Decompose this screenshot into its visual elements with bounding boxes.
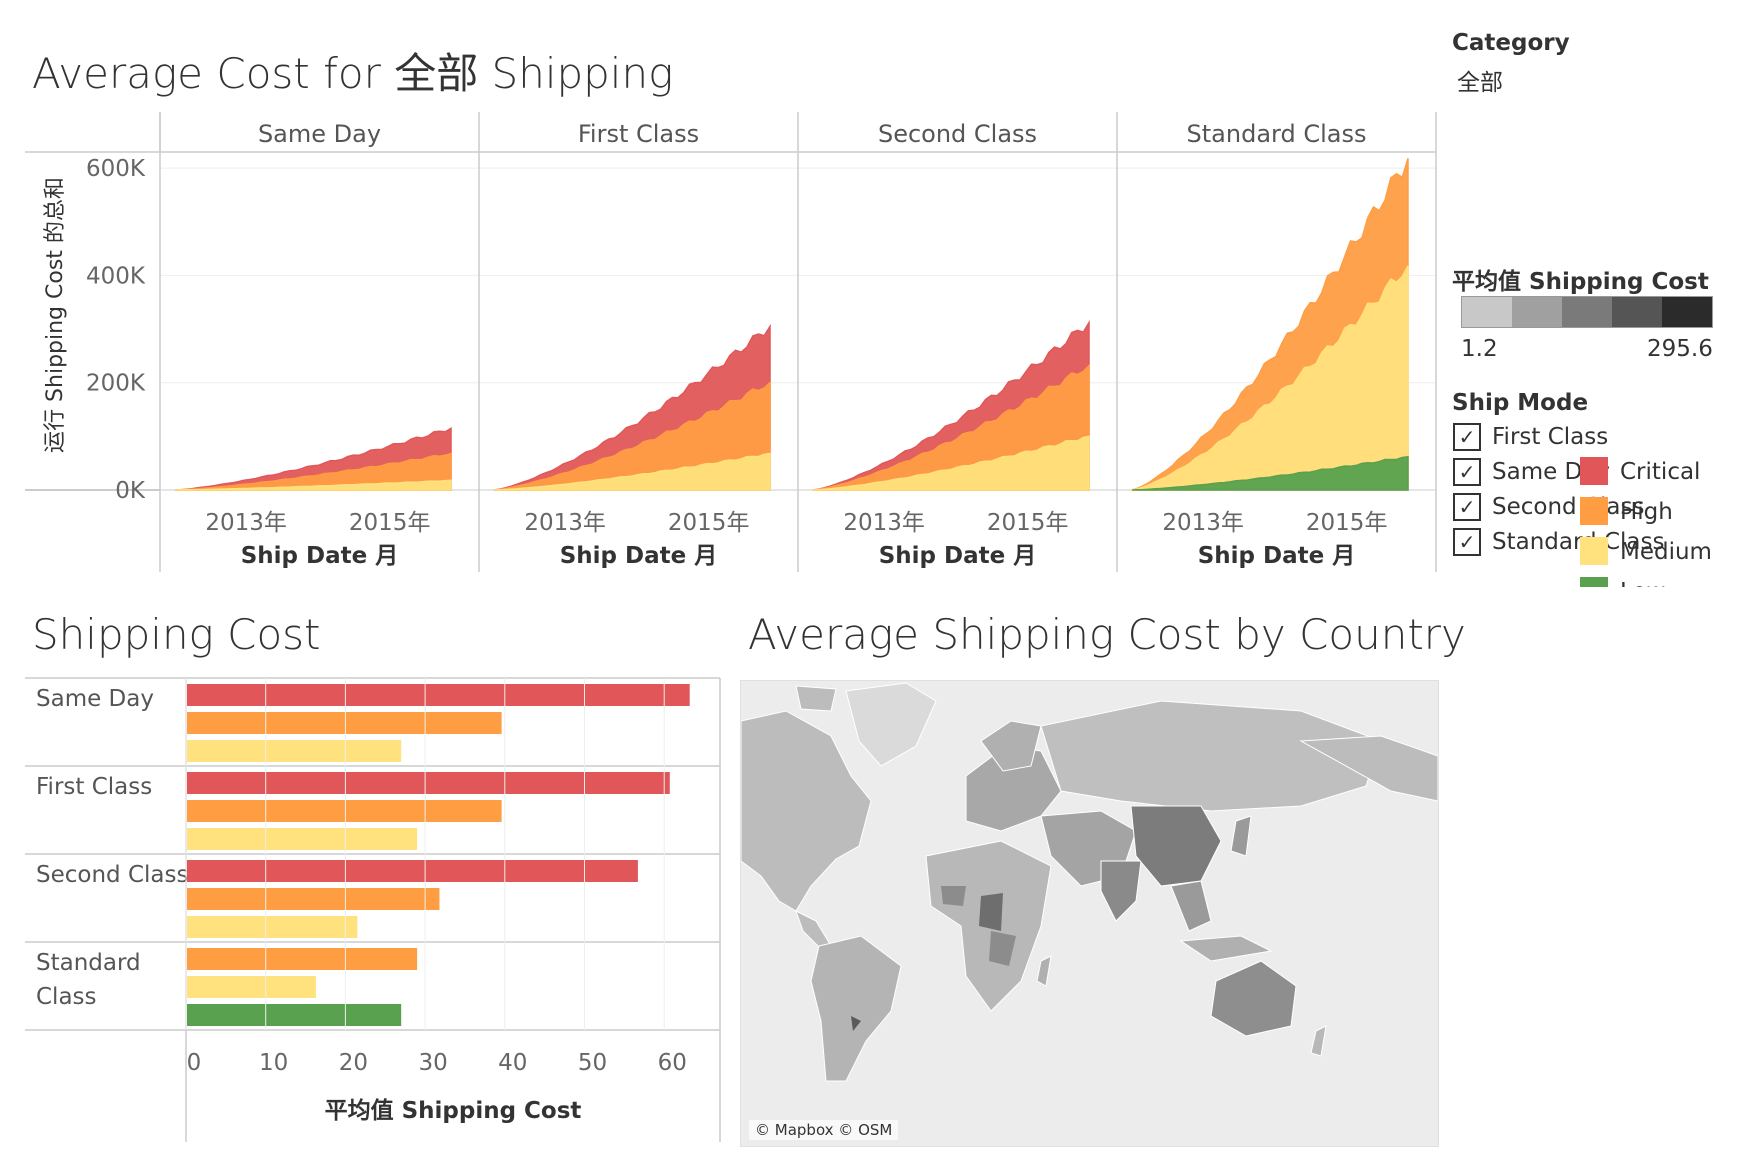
bar-x-tick-label: 20: [339, 1050, 368, 1076]
color-ramp-step: [1562, 297, 1612, 327]
bar-chart: Same Day First Class Second Class Standard C…: [25, 677, 721, 1142]
area-series-high[interactable]: [493, 381, 771, 491]
color-legend-min: 1.2: [1461, 336, 1498, 362]
color-ramp-step: [1512, 297, 1562, 327]
panel-header: First Class: [578, 120, 699, 148]
x-tick-label: 2013年: [524, 510, 606, 536]
y-axis-title: 运行 Shipping Cost 的总和: [43, 177, 68, 453]
bar-critical[interactable]: [187, 860, 638, 882]
ship-mode-checkbox-second-class[interactable]: ✓: [1453, 493, 1481, 521]
world-map-shapes: [741, 682, 1438, 1082]
bar-group-label: First Class: [36, 774, 152, 800]
bar-low[interactable]: [187, 1004, 402, 1026]
priority-legend: Critical High Medium Low: [1580, 455, 1738, 587]
x-axis-title: Ship Date 月: [1198, 543, 1356, 569]
priority-swatch-high[interactable]: [1580, 497, 1608, 525]
panel-header: Standard Class: [1187, 120, 1367, 148]
priority-label[interactable]: Medium: [1620, 539, 1712, 565]
ship-mode-checkbox-first-class[interactable]: ✓: [1453, 423, 1481, 451]
area-chart: 0K 200K 400K 600K 运行 Shipping Cost 的总和 Same D…: [25, 112, 1437, 572]
map-title: Average Shipping Cost by Country: [748, 610, 1466, 659]
color-legend-title: 平均值 Shipping Cost: [1452, 269, 1709, 295]
category-filter-value[interactable]: 全部: [1457, 70, 1503, 96]
area-series-high[interactable]: [174, 452, 452, 491]
bar-medium[interactable]: [187, 976, 316, 998]
color-ramp: [1461, 296, 1713, 328]
priority-swatch-medium[interactable]: [1580, 537, 1608, 565]
bar-high[interactable]: [187, 948, 418, 970]
color-ramp-step: [1462, 297, 1512, 327]
bar-medium[interactable]: [187, 828, 418, 850]
bar-high[interactable]: [187, 800, 502, 822]
x-tick-label: 2015年: [668, 510, 750, 536]
priority-label[interactable]: Low: [1620, 579, 1665, 587]
bar-x-axis-title: 平均值 Shipping Cost: [325, 1097, 582, 1124]
ship-mode-checkbox-same-day[interactable]: ✓: [1453, 458, 1481, 486]
bar-critical[interactable]: [187, 772, 670, 794]
panel-header: Second Class: [878, 120, 1037, 148]
bar-group-label: Class: [36, 984, 97, 1010]
category-filter-title: Category: [1452, 30, 1570, 56]
y-tick-label: 200K: [86, 371, 146, 397]
ship-mode-checkbox-standard-class[interactable]: ✓: [1453, 528, 1481, 556]
bar-group-label: Standard: [36, 950, 141, 976]
area-series-medium[interactable]: [174, 479, 452, 491]
bar-critical[interactable]: [187, 684, 690, 706]
y-tick-label: 0K: [115, 478, 146, 504]
bar-x-tick-label: 50: [578, 1050, 607, 1076]
ship-mode-label[interactable]: First Class: [1492, 424, 1609, 450]
ship-mode-label[interactable]: Second Class: [1492, 494, 1645, 520]
world-map[interactable]: © Mapbox © OSM: [740, 680, 1439, 1147]
priority-swatch-critical[interactable]: [1580, 457, 1608, 485]
x-tick-label: 2013年: [205, 510, 287, 536]
bar-high[interactable]: [187, 712, 502, 734]
priority-label[interactable]: Critical: [1620, 459, 1701, 485]
priority-swatch-low[interactable]: [1580, 577, 1608, 587]
bar-x-tick-label: 40: [498, 1050, 527, 1076]
color-ramp-step: [1612, 297, 1662, 327]
bar-medium[interactable]: [187, 916, 358, 938]
x-axis-title: Ship Date 月: [241, 543, 399, 569]
bar-x-tick-label: 30: [418, 1050, 447, 1076]
bar-x-tick-label: 10: [259, 1050, 288, 1076]
priority-label[interactable]: High: [1620, 499, 1673, 525]
x-tick-label: 2015年: [987, 510, 1069, 536]
x-tick-label: 2013年: [843, 510, 925, 536]
x-axis-title: Ship Date 月: [560, 543, 718, 569]
x-axis-title: Ship Date 月: [879, 543, 1037, 569]
area-series-medium[interactable]: [812, 435, 1090, 491]
ship-mode-filter-title: Ship Mode: [1452, 390, 1589, 416]
panel-header: Same Day: [258, 120, 381, 148]
area-series-medium[interactable]: [493, 452, 771, 491]
bar-group-label: Second Class: [36, 862, 188, 888]
bar-medium[interactable]: [187, 740, 402, 762]
area-series-medium[interactable]: [1131, 265, 1409, 491]
x-tick-label: 2015年: [349, 510, 431, 536]
area-chart-title: Average Cost for 全部 Shipping: [32, 49, 674, 98]
bar-x-tick-label: 60: [658, 1050, 687, 1076]
x-tick-label: 2015年: [1306, 510, 1388, 536]
bar-high[interactable]: [187, 888, 440, 910]
y-tick-label: 400K: [86, 263, 146, 289]
y-tick-label: 600K: [86, 156, 146, 182]
ship-mode-label[interactable]: Standard Class: [1492, 529, 1665, 555]
map-attribution[interactable]: © Mapbox © OSM: [749, 1120, 899, 1140]
color-legend-max: 295.6: [1647, 336, 1713, 362]
x-tick-label: 2013年: [1162, 510, 1244, 536]
bar-x-tick-label: 0: [187, 1050, 202, 1076]
bar-group-label: Same Day: [36, 686, 154, 712]
color-ramp-step: [1662, 297, 1712, 327]
bar-chart-title: Shipping Cost: [32, 610, 321, 659]
area-series-low[interactable]: [1131, 455, 1409, 491]
